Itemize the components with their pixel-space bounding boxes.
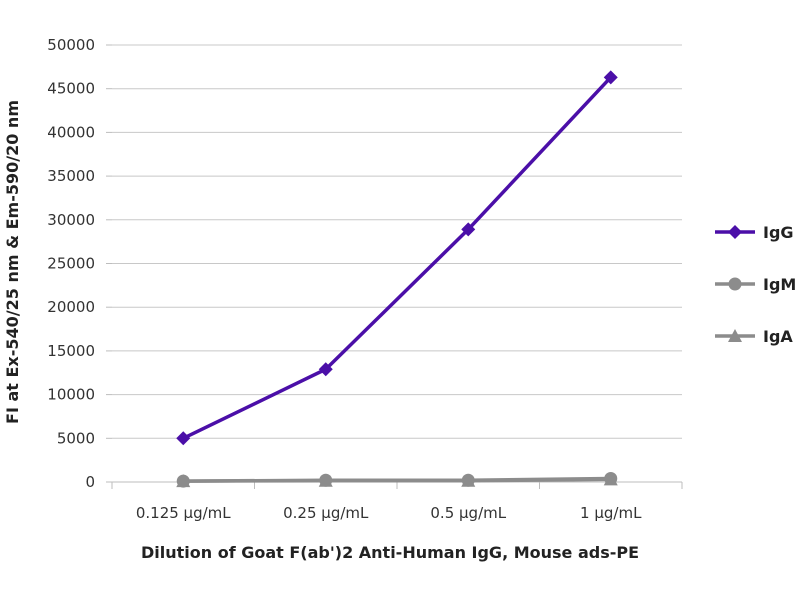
y-tick-label: 25000 [47,255,95,273]
data-point-igm [461,473,475,487]
series-line-igm [183,476,611,483]
y-tick-label: 40000 [47,123,95,141]
data-point-igg [318,362,333,377]
y-axis-title: FI at Ex-540/25 nm & Em-590/20 nm [3,100,22,424]
legend-label-igm: IgM [763,275,796,294]
legend-label-iga: IgA [763,327,793,346]
legend: IgG IgM IgA [715,223,796,346]
y-tick-label: 50000 [47,36,95,54]
y-axis-ticks: 0 5000 10000 15000 20000 25000 30000 35000 40000… [47,36,112,491]
x-tick-label: 0.125 µg/mL [136,504,231,522]
y-tick-label: 35000 [47,167,95,185]
series-group [176,70,618,488]
data-point-igm [176,474,190,488]
legend-marker-igm [728,277,742,291]
x-axis-ticks: 0.125 µg/mL 0.25 µg/mL 0.5 µg/mL 1 µg/mL [111,482,683,522]
y-tick-label: 0 [85,473,95,491]
x-tick-label: 0.25 µg/mL [283,504,369,522]
y-tick-label: 15000 [47,342,95,360]
y-tick-label: 20000 [47,298,95,316]
data-point-igg [603,70,618,85]
y-tick-label: 5000 [57,429,95,447]
legend-label-igg: IgG [763,223,794,242]
y-tick-label: 10000 [47,386,95,404]
legend-marker-igg [728,225,742,239]
data-point-igm [319,473,333,487]
data-point-igg [461,222,476,237]
y-tick-label: 45000 [47,80,95,98]
series-line-igg [182,76,613,440]
legend-marker-iga [728,329,742,342]
x-tick-label: 0.5 µg/mL [430,504,506,522]
y-tick-label: 30000 [47,211,95,229]
x-tick-label: 1 µg/mL [580,504,642,522]
data-point-igg [176,431,191,446]
grid-lines [112,44,682,439]
x-axis-title: Dilution of Goat F(ab')2 Anti-Human IgG,… [141,543,639,562]
data-point-igm [604,472,618,486]
